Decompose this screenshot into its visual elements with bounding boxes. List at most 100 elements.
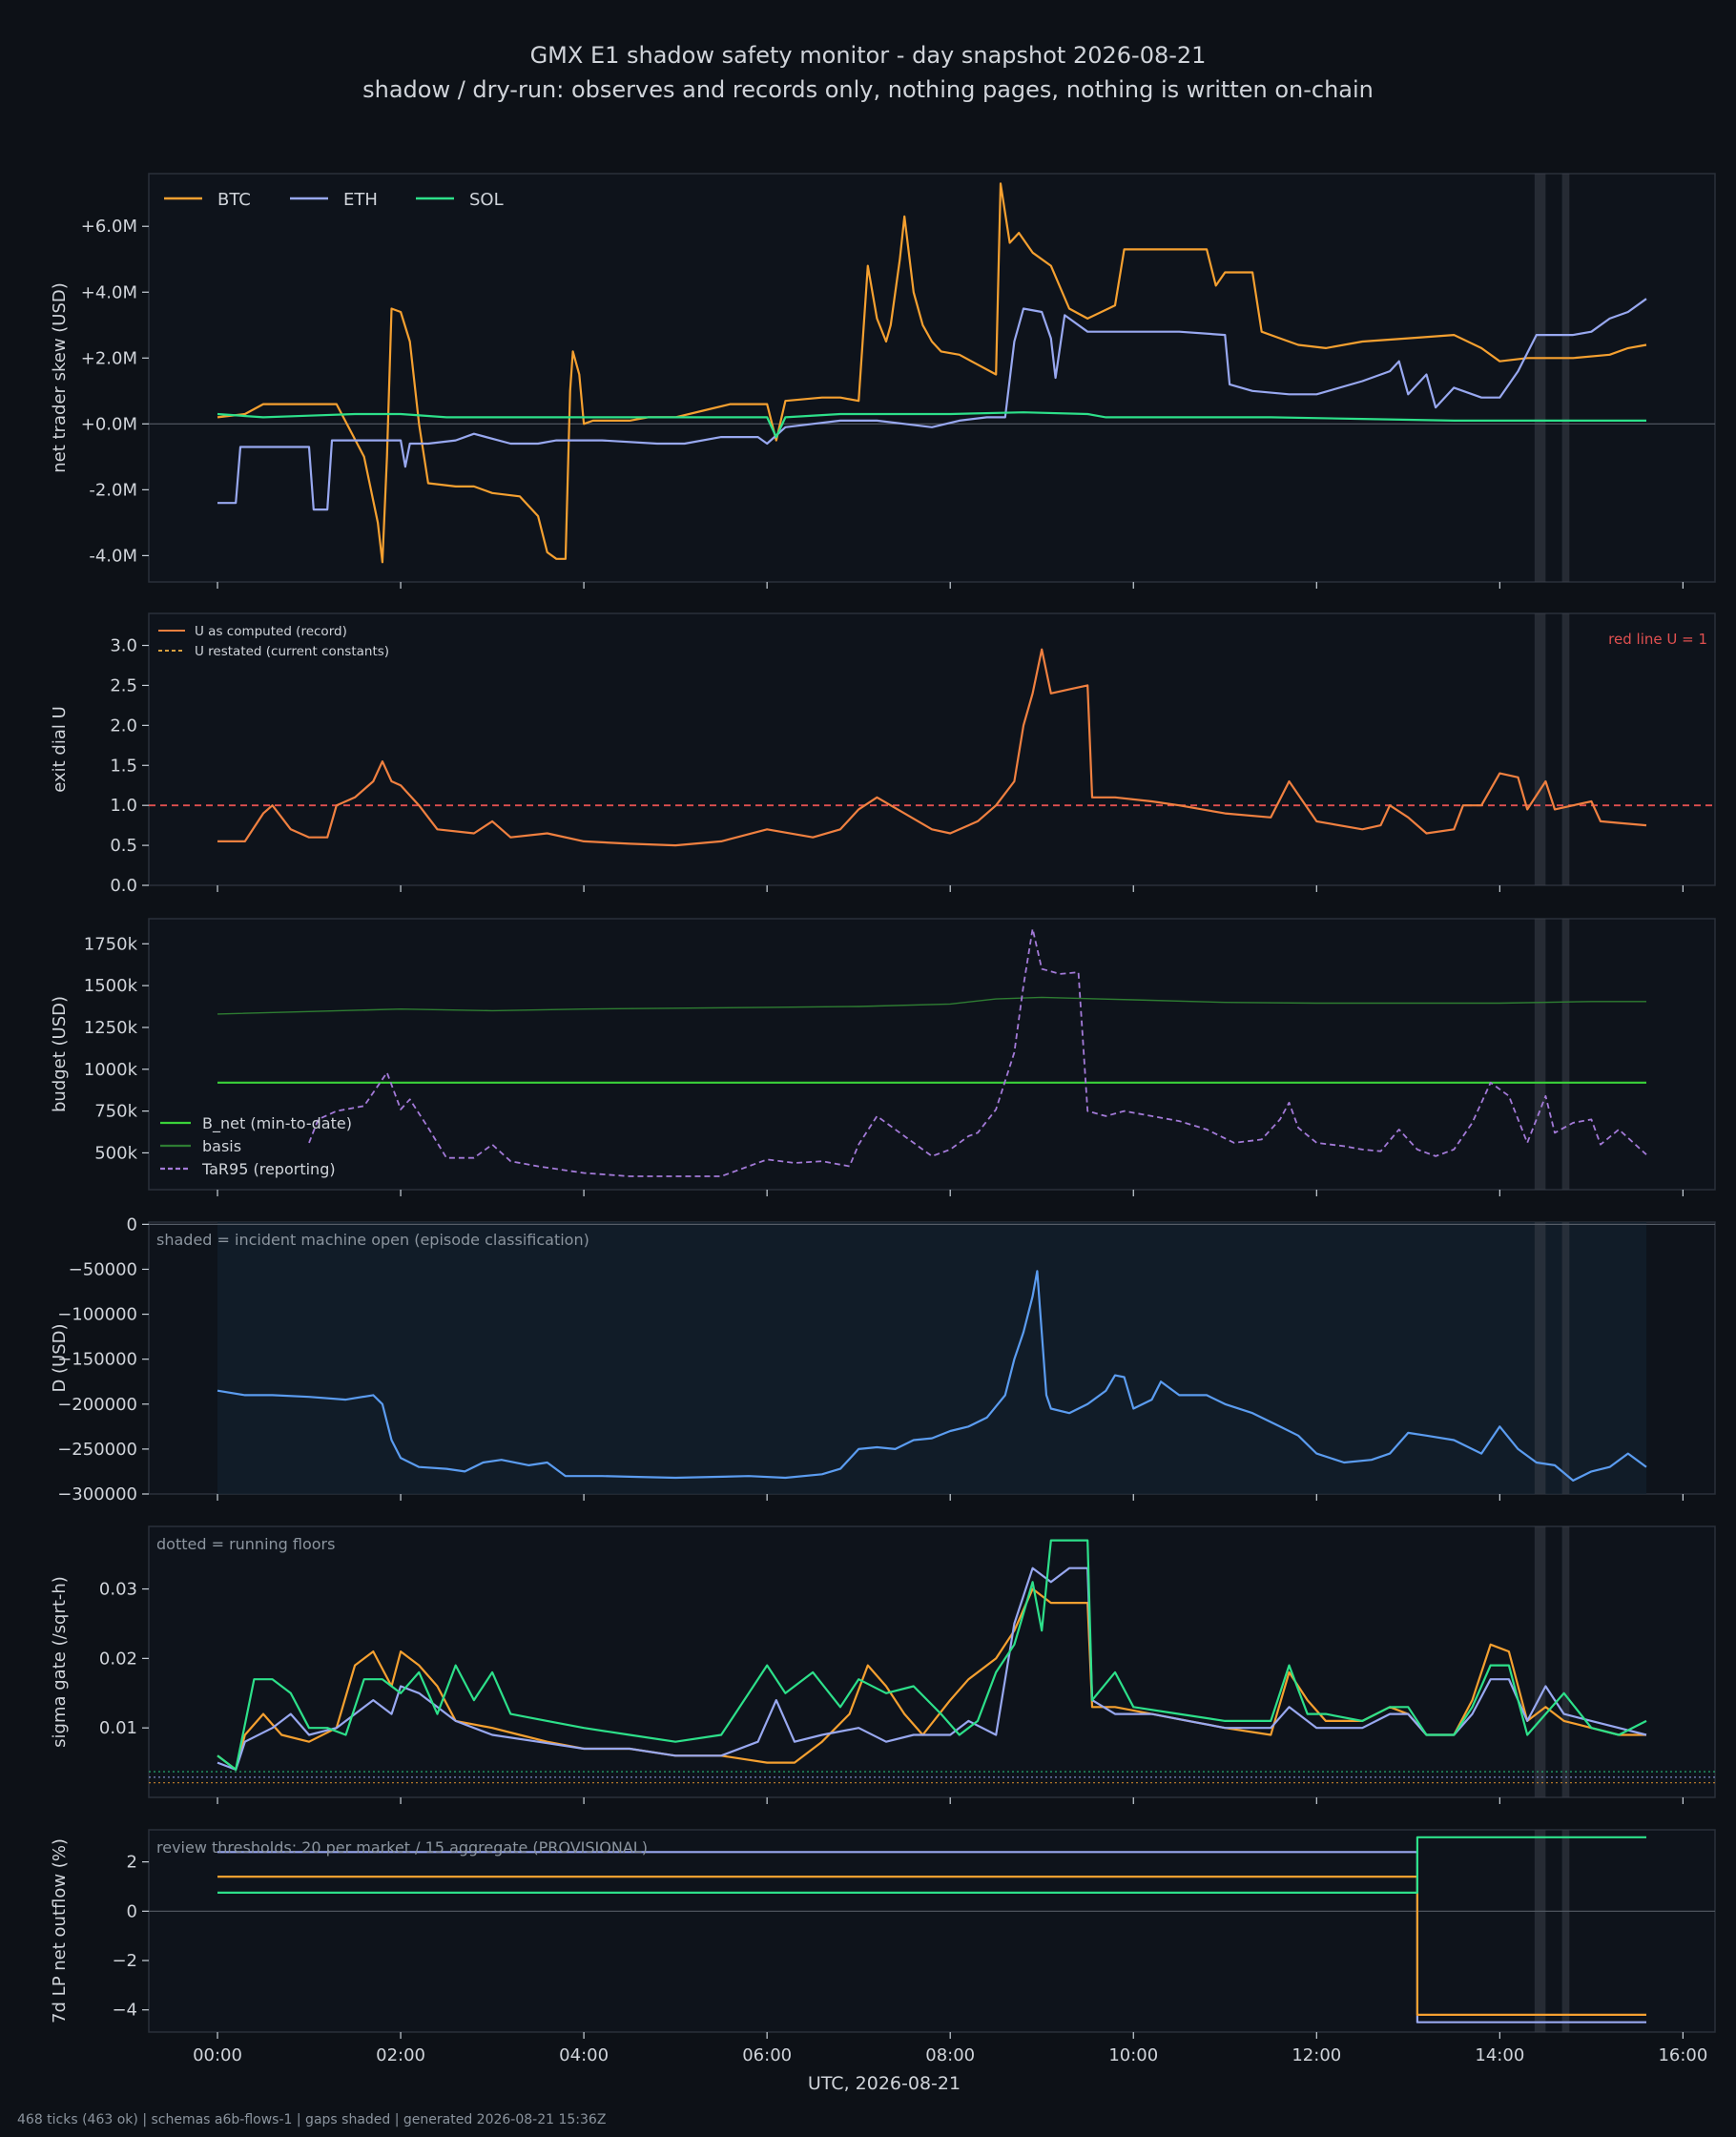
plot-frame	[148, 173, 1716, 583]
y-tick-label: −2	[112, 1951, 137, 1971]
series-line-btc	[217, 182, 1647, 564]
y-tick-label: -4.0M	[89, 546, 137, 566]
annotation-text: review thresholds: 20 per market / 15 ag…	[156, 1838, 648, 1857]
y-tick-label: +6.0M	[81, 217, 137, 237]
gap-band	[1561, 1830, 1570, 2032]
y-tick-label: 0	[127, 1214, 137, 1234]
legend-label: SOL	[469, 190, 504, 210]
x-tick-label: 16:00	[1658, 2045, 1707, 2065]
y-tick-label: −50000	[69, 1259, 137, 1279]
legend-label: BTC	[217, 190, 251, 210]
legend-label: U as computed (record)	[195, 624, 347, 639]
y-tick-label: 1.0	[110, 796, 137, 816]
y-tick-label: 1000k	[84, 1060, 138, 1080]
series-line-sol	[217, 1836, 1646, 1895]
y-tick-label: 3.0	[110, 636, 137, 656]
gap-band	[1534, 613, 1546, 885]
gap-band	[1534, 1526, 1546, 1797]
y-tick-label: −100000	[57, 1305, 137, 1325]
y-axis-label: sigma gate (/sqrt-h)	[50, 1576, 70, 1748]
series-line-d	[217, 1270, 1647, 1483]
panel-4	[142, 1221, 1716, 1501]
gap-band	[1561, 919, 1570, 1190]
legend-label: basis	[202, 1137, 241, 1155]
x-tick-label: 08:00	[925, 2045, 975, 2065]
annotation-text: red line U = 1	[1608, 631, 1707, 648]
y-tick-label: +2.0M	[81, 348, 137, 368]
gap-band	[1534, 1830, 1546, 2032]
gap-band	[1561, 1526, 1570, 1797]
gap-band	[1534, 919, 1546, 1190]
series-line-sol	[217, 1539, 1647, 1772]
gap-band	[1561, 174, 1570, 582]
y-tick-label: 1500k	[84, 976, 138, 996]
gap-band	[1561, 1222, 1570, 1494]
y-tick-label: 0	[127, 1901, 137, 1921]
legend-label: B_net (min-to-date)	[202, 1114, 352, 1133]
series-line-u-as-computed-record-	[217, 648, 1647, 847]
x-tick-label: 00:00	[193, 2045, 242, 2065]
y-tick-label: +0.0M	[81, 414, 137, 434]
x-tick-label: 04:00	[559, 2045, 609, 2065]
y-tick-label: 2.5	[110, 675, 137, 695]
y-tick-label: 2	[127, 1853, 137, 1873]
y-axis-label: exit dial U	[50, 706, 70, 793]
y-axis-label: 7d LP net outflow (%)	[50, 1838, 70, 2023]
y-axis-label: budget (USD)	[50, 996, 70, 1112]
plot-frame	[148, 918, 1716, 1191]
plot-frame	[148, 1525, 1716, 1798]
panel-3	[142, 918, 1716, 1196]
y-tick-label: 0.02	[99, 1649, 137, 1669]
x-tick-label: 14:00	[1475, 2045, 1524, 2065]
y-tick-label: 750k	[94, 1102, 137, 1122]
y-tick-label: −300000	[57, 1484, 137, 1504]
panel-2	[142, 612, 1716, 892]
series-line-btc	[217, 1875, 1646, 2016]
x-tick-label: 06:00	[742, 2045, 792, 2065]
footer-status: 468 ticks (463 ok) | schemas a6b-flows-1…	[17, 2112, 607, 2127]
annotation-text: dotted = running floors	[156, 1535, 335, 1553]
chart-titles: GMX E1 shadow safety monitor - day snaps…	[0, 38, 1736, 107]
y-tick-label: 2.0	[110, 716, 137, 736]
series-line-basis	[217, 996, 1646, 1015]
y-tick-label: −200000	[57, 1395, 137, 1415]
series-line-eth	[217, 298, 1647, 511]
x-axis-label: UTC, 2026-08-21	[808, 2073, 961, 2094]
x-tick-label: 10:00	[1108, 2045, 1158, 2065]
legend-label: ETH	[343, 190, 378, 210]
y-tick-label: 1250k	[84, 1018, 138, 1038]
y-tick-label: −4	[112, 2001, 137, 2021]
plot-frame	[148, 612, 1716, 886]
y-tick-label: 500k	[94, 1143, 137, 1163]
y-tick-label: 1.5	[110, 756, 137, 776]
panel-1	[142, 173, 1716, 589]
y-axis-label: net trader skew (USD)	[50, 282, 70, 473]
gap-band	[1561, 613, 1570, 885]
y-tick-label: 1750k	[84, 934, 138, 954]
legend-label: U restated (current constants)	[195, 644, 389, 659]
gap-band	[1534, 174, 1546, 582]
y-tick-label: 0.0	[110, 876, 137, 896]
series-line-tar95-reporting-	[308, 927, 1647, 1177]
series-line-sol	[217, 411, 1646, 439]
chart-title: GMX E1 shadow safety monitor - day snaps…	[529, 42, 1207, 69]
y-axis-label: D (USD)	[50, 1323, 70, 1392]
gap-band	[1534, 1222, 1546, 1494]
y-tick-label: −150000	[57, 1350, 137, 1370]
annotation-text: shaded = incident machine open (episode …	[156, 1231, 589, 1249]
legend-label: TaR95 (reporting)	[201, 1160, 336, 1178]
panel-6	[142, 1829, 1716, 2039]
y-tick-label: 0.03	[99, 1580, 137, 1600]
y-tick-label: -2.0M	[89, 480, 137, 500]
y-tick-label: 0.01	[99, 1718, 137, 1738]
x-tick-label: 12:00	[1292, 2045, 1341, 2065]
panel-5	[142, 1525, 1716, 1804]
y-tick-label: −250000	[57, 1440, 137, 1460]
incident-shade	[217, 1222, 1646, 1494]
chart-subtitle: shadow / dry-run: observes and records o…	[362, 76, 1374, 103]
plot-frame	[148, 1829, 1716, 2033]
y-tick-label: +4.0M	[81, 282, 137, 302]
x-tick-label: 02:00	[376, 2045, 425, 2065]
y-tick-label: 0.5	[110, 836, 137, 856]
